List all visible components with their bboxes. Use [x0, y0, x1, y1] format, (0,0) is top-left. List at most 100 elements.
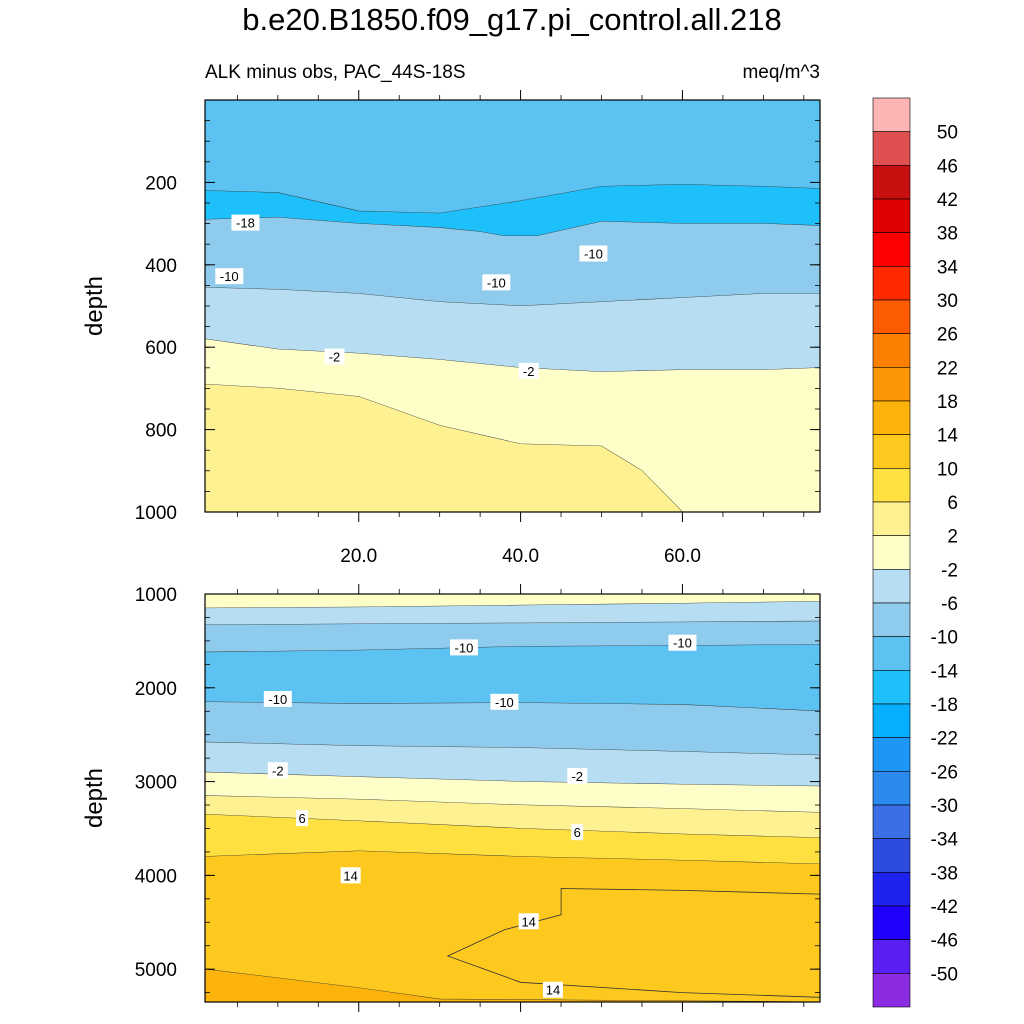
colorbar-label: -18 — [931, 695, 958, 716]
contour-label-0: -18 — [236, 216, 255, 231]
contour-label-1: -10 — [584, 247, 603, 262]
contour-label-5: -2 — [571, 769, 583, 784]
y-tick-label: 2000 — [135, 679, 177, 700]
colorbar-label: 30 — [937, 291, 958, 312]
colorbar-swatch — [872, 804, 911, 839]
colorbar-label: 46 — [937, 156, 958, 177]
colorbar-swatch — [872, 569, 911, 604]
colorbar-swatch — [872, 434, 911, 469]
contour-label-5: -2 — [523, 364, 535, 379]
y-tick-label: 1000 — [135, 503, 177, 524]
colorbar-label: -14 — [931, 661, 959, 682]
y-tick-label: 600 — [145, 338, 177, 359]
contour-band-7 — [205, 795, 820, 838]
colorbar: 50 46 42 38 34 30 26 22 18 14 10 6 2 -2 -6 -10 -14 -18 -22… — [872, 97, 959, 1008]
contour-label-bg-1 — [668, 634, 697, 651]
contour-band-10 — [205, 969, 820, 1002]
colorbar-swatch — [872, 266, 911, 301]
colorbar-label: -50 — [931, 964, 958, 985]
y-axis-label: depth — [81, 276, 108, 336]
y-tick-label: 3000 — [135, 773, 177, 794]
contour-label-bg-6 — [296, 810, 309, 827]
contour-label-10: 14 — [546, 983, 560, 998]
contour-label-3: -10 — [487, 275, 506, 290]
contour-label-4: -2 — [329, 350, 341, 365]
chart-title: b.e20.B1850.f09_g17.pi_control.all.218 — [242, 2, 782, 37]
colorbar-swatch — [872, 468, 911, 503]
colorbar-label: 18 — [937, 392, 958, 413]
contour-label-6: 6 — [298, 811, 305, 826]
colorbar-label: -38 — [931, 863, 958, 884]
contour-band-4 — [205, 339, 820, 512]
colorbar-swatch — [872, 198, 911, 233]
contour-label-4: -2 — [272, 763, 284, 778]
contour-label-2: -10 — [220, 269, 239, 284]
colorbar-label: -6 — [941, 594, 958, 615]
colorbar-label: 6 — [947, 493, 958, 514]
colorbar-label: 34 — [937, 257, 959, 278]
colorbar-swatch — [872, 670, 911, 705]
colorbar-swatch — [872, 602, 911, 637]
colorbar-swatch — [872, 367, 911, 402]
y-tick-label: 200 — [145, 173, 177, 194]
contour-label-bg-9 — [518, 913, 539, 930]
contour-label-8: 14 — [343, 868, 357, 883]
colorbar-label: 14 — [937, 426, 959, 447]
colorbar-label: -22 — [931, 729, 958, 750]
plot-frame — [204, 593, 821, 1003]
contour-label-bg-4 — [267, 762, 288, 779]
contour-label-9: 14 — [521, 914, 535, 929]
colorbar-label: -42 — [931, 897, 958, 918]
colorbar-label: -10 — [931, 628, 958, 649]
colorbar-swatch — [872, 636, 911, 671]
contour-label-0: -10 — [455, 640, 474, 655]
panel-lower: -10 -10 -10 -10 -2 -2 6 6 14 14 14 1000 2000 3000 4000… — [81, 584, 821, 1012]
contour-label-bg-10 — [542, 981, 563, 998]
contour-band-2 — [205, 217, 820, 306]
colorbar-swatch — [872, 97, 911, 132]
colorbar-label: 38 — [937, 224, 958, 245]
colorbar-label: 22 — [937, 358, 958, 379]
contour-label-7: 6 — [574, 825, 581, 840]
colorbar-label: 42 — [937, 190, 958, 211]
y-tick-label: 400 — [145, 256, 177, 277]
contour-label-bg-2 — [263, 690, 292, 707]
colorbar-label: -2 — [941, 560, 958, 581]
colorbar-label: -34 — [931, 830, 959, 851]
contour-label-1: -10 — [673, 636, 692, 651]
colorbar-label: -30 — [931, 796, 958, 817]
contour-band-1 — [205, 601, 820, 625]
contour-label-bg-0 — [449, 639, 478, 656]
contour-field: -18 -10 -10 -10 -2 -2 — [205, 100, 820, 512]
x-tick-label: 20.0 — [340, 546, 377, 567]
contour-band-2 — [205, 621, 820, 653]
colorbar-swatch — [872, 501, 911, 536]
colorbar-swatch — [872, 838, 911, 873]
contour-label-bg-3 — [490, 693, 519, 710]
y-tick-label: 800 — [145, 421, 177, 442]
colorbar-swatch — [872, 333, 911, 368]
y-axis-label: depth — [81, 768, 108, 828]
contour-label-bg-5 — [567, 767, 588, 784]
contour-label-bg-2 — [215, 268, 244, 285]
contour-label-bg-0 — [231, 214, 260, 231]
contour-band-3 — [205, 287, 820, 372]
colorbar-label: 26 — [937, 325, 958, 346]
panel-upper: -18 -10 -10 -10 -2 -2 200 400 600 800 1000 20.0 40.0… — [81, 90, 821, 567]
colorbar-swatch — [872, 400, 911, 435]
contour-band-6 — [205, 772, 820, 813]
contour-band-5 — [205, 742, 820, 787]
contour-label-2: -10 — [268, 692, 287, 707]
contour-field: -10 -10 -10 -10 -2 -2 6 6 14 14 14 — [205, 594, 820, 1002]
colorbar-swatch — [872, 232, 911, 267]
colorbar-swatch — [872, 939, 911, 974]
units-label: meq/m^3 — [742, 62, 820, 83]
colorbar-swatch — [872, 703, 911, 738]
contour-label-bg-4 — [324, 348, 345, 365]
colorbar-swatch — [872, 973, 911, 1008]
contour-band-4 — [205, 701, 820, 756]
contour-band-0 — [205, 594, 820, 609]
contour-band-3 — [205, 644, 820, 712]
colorbar-swatch — [872, 872, 911, 907]
